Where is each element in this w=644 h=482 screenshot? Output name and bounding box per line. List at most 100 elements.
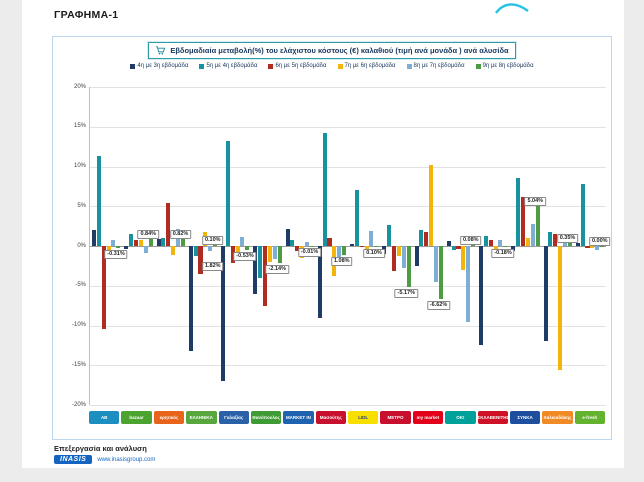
- bar-series3-Ελληνικά Μάρκετ: [198, 246, 203, 274]
- chain-logo-e-Fresh: e-fresh: [574, 411, 605, 424]
- bar-series1-Market In: [285, 228, 290, 246]
- chain-logo-Market In: MARKET IN: [283, 411, 314, 424]
- gridline: [90, 325, 606, 327]
- bar-series4-Lidl: [364, 246, 369, 250]
- data-label: -0.31%: [104, 250, 128, 260]
- chain-logo-Μασούτης: Μασούτης: [315, 411, 346, 424]
- cart-icon: [156, 46, 166, 55]
- data-label: 0.10%: [201, 236, 224, 246]
- bar-series4-Θανόπουλος: [267, 246, 272, 262]
- legend-swatch: [475, 63, 481, 69]
- brand-logo: INASIS www.inasisgroup.com: [54, 455, 155, 464]
- chain-logo-ΟΚ Markets: ΟΚ!: [445, 411, 476, 424]
- legend-item: 6η με 5η εβδομάδα: [268, 63, 327, 69]
- bar-series3-Lidl: [359, 246, 364, 248]
- gridline: [90, 87, 606, 88]
- legend-swatch: [199, 63, 205, 69]
- bar-series2-Ελληνικά Μάρκετ: [193, 246, 198, 256]
- bar-series2-Lidl: [354, 190, 359, 246]
- chain-logo-Σκλαβενίτης: ΣΚΛΑΒΕΝΙΤΗΣ: [477, 411, 508, 424]
- data-label: 1.82%: [201, 262, 224, 272]
- bar-series4-e-Fresh: [590, 246, 595, 248]
- bar-series3-ΑΒ Βασιλόπουλος: [101, 246, 106, 329]
- y-axis-tick-label: -10%: [71, 322, 86, 328]
- bar-series4-ΜΕΤΡΟ: [396, 246, 401, 256]
- bar-series1-Σκλαβενίτης: [479, 246, 484, 346]
- bar-series2-ΑΒ Βασιλόπουλος: [96, 156, 101, 246]
- bar-series6-Bazaar: [148, 239, 153, 246]
- bar-series3-My Market: [424, 231, 429, 246]
- bar-series4-My Market: [429, 164, 434, 246]
- bar-series6-Lidl: [374, 246, 379, 247]
- bar-series4-ΣΥΝΚΑ: [525, 238, 530, 246]
- bar-series5-Σκλαβενίτης: [498, 240, 503, 246]
- legend-item: 5η με 4η εβδομάδα: [199, 63, 257, 69]
- legend-swatch: [337, 63, 343, 69]
- brand-url-link[interactable]: www.inasisgroup.com: [97, 456, 156, 463]
- bar-series4-ΑΒ Βασιλόπουλος: [106, 246, 111, 251]
- bar-series1-Κρητικός: [156, 238, 161, 246]
- bar-series2-Bazaar: [129, 234, 134, 246]
- y-axis-tick-label: 20%: [73, 83, 86, 90]
- bar-series5-ΜΕΤΡΟ: [401, 246, 406, 269]
- bar-series2-Γαλαξίας: [225, 141, 230, 246]
- bar-series2-Μασούτης: [322, 133, 327, 246]
- gridline: [90, 405, 606, 406]
- chain-logo-Lidl: LIDL: [348, 411, 379, 424]
- partial-watermark-icon: [495, 3, 529, 14]
- legend-label: 6η με 5η εβδομάδα: [275, 63, 327, 69]
- legend-swatch: [406, 63, 412, 69]
- bar-series3-ΣΥΝΚΑ: [520, 196, 526, 246]
- bar-series5-Bazaar: [143, 246, 148, 254]
- chain-logo-Κρητικός: κρητικός: [153, 411, 185, 424]
- bar-series6-Γαλαξίας: [245, 246, 250, 251]
- chain-logos-row: ΑΒ bazaar κρητικός ΕΛΛΗΝΙΚΑ Γαλαξίας Θανόπουλ…: [89, 411, 605, 425]
- bar-series1-ΑΒ Βασιλόπουλος: [92, 230, 97, 246]
- bar-series4-Γαλαξίας: [235, 246, 240, 254]
- bar-series6-Μασούτης: [342, 246, 347, 255]
- chain-logo-Γαλαξίας: Γαλαξίας: [218, 411, 249, 424]
- legend-item: 7η με 6η εβδομάδα: [337, 63, 396, 69]
- y-axis-tick-label: -20%: [71, 401, 86, 408]
- legend-label: 7η με 6η εβδομάδα: [344, 63, 396, 69]
- bar-series5-ΑΒ Βασιλόπουλος: [111, 239, 116, 246]
- data-label: -6.62%: [426, 300, 451, 310]
- bar-series6-ΣΥΝΚΑ: [535, 205, 540, 246]
- chain-logo-Bazaar: bazaar: [121, 411, 152, 424]
- bar-series3-ΜΕΤΡΟ: [391, 246, 397, 272]
- bar-series3-Κρητικός: [166, 203, 171, 246]
- chart-title: Εβδομαδιαία μεταβολή(%) του ελάχιστου κό…: [170, 46, 509, 55]
- zero-axis-line: [90, 246, 606, 247]
- legend-item: 8η με 7η εβδομάδα: [406, 63, 465, 69]
- data-label: -0.18%: [491, 249, 515, 259]
- bar-series1-Θανόπουλος: [253, 246, 258, 294]
- data-label: 0.08%: [459, 236, 482, 246]
- chain-logo-ΜΕΤΡΟ: ΜΕΤΡΟ: [380, 411, 411, 424]
- bar-series2-ΣΥΝΚΑ: [516, 178, 521, 246]
- bar-series2-My Market: [419, 230, 424, 246]
- legend-label: 5η με 4η εβδομάδα: [206, 63, 258, 69]
- data-label: -0.01%: [297, 248, 322, 258]
- bar-series2-Σκλαβενίτης: [483, 236, 488, 246]
- bar-series3-ΟΚ Markets: [456, 246, 461, 250]
- y-axis-tick-label: 0%: [77, 242, 86, 249]
- bar-series1-Μασούτης: [317, 246, 322, 318]
- bar-series1-e-Fresh: [575, 242, 580, 246]
- data-label: -5.17%: [394, 289, 418, 299]
- legend-swatch: [130, 63, 136, 69]
- bar-series4-ΟΚ Markets: [461, 246, 466, 270]
- bar-series5-ΟΚ Markets: [466, 246, 471, 323]
- y-axis-tick-label: 15%: [73, 123, 86, 130]
- data-label: 0.35%: [556, 234, 579, 244]
- bar-series3-Θανόπουλος: [262, 246, 268, 306]
- gridline: [90, 206, 606, 208]
- gridline: [90, 285, 606, 287]
- bar-series2-Θανόπουλος: [258, 246, 263, 278]
- bar-series1-Lidl: [350, 243, 355, 246]
- data-label: 5.04%: [524, 196, 547, 206]
- bar-series2-ΜΕΤΡΟ: [387, 225, 392, 246]
- bar-series5-e-Fresh: [595, 246, 600, 250]
- y-axis-tick-label: -5%: [75, 282, 86, 289]
- bar-series4-Χαλκιαδάκης: [558, 246, 563, 371]
- bar-series3-Γαλαξίας: [230, 246, 235, 264]
